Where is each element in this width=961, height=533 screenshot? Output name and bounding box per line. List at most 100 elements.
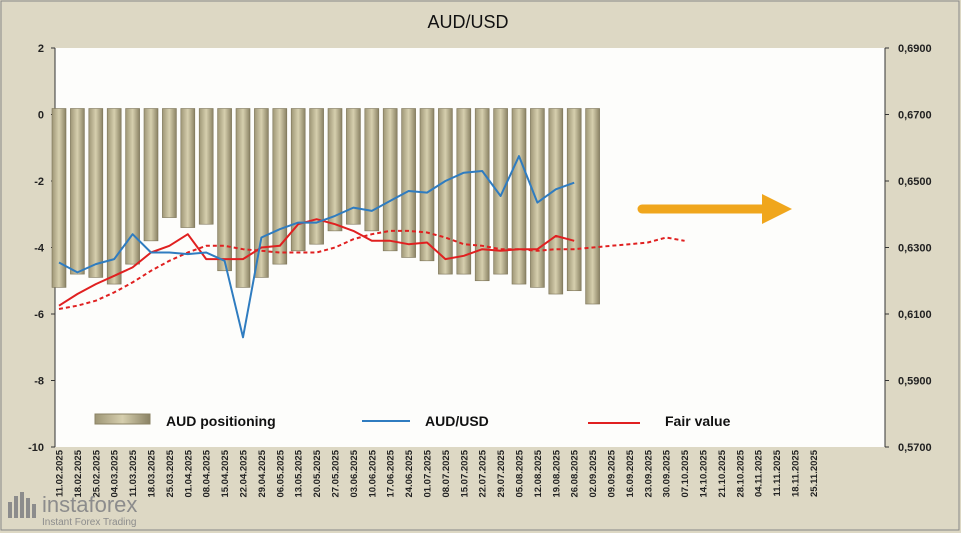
positioning-bar — [309, 108, 324, 245]
right-tick-label: 0,5700 — [898, 442, 932, 454]
fair-value-trend-line — [58, 229, 685, 310]
positioning-bar — [235, 108, 251, 288]
x-tick-label: 03.06.2025 — [349, 449, 360, 497]
legend-label-audusd: AUD/USD — [425, 413, 489, 429]
audusd-line — [58, 155, 575, 339]
left-tick-label: -4 — [34, 243, 45, 255]
positioning-bar — [346, 108, 361, 225]
right-tick-label: 0,5900 — [898, 376, 932, 388]
chart-title: AUD/USD — [427, 12, 508, 32]
positioning-bar — [143, 108, 159, 242]
x-tick-label: 25.11.2025 — [809, 449, 820, 497]
positioning-bar — [70, 108, 85, 275]
x-tick-label: 11.03.2025 — [128, 449, 139, 497]
positioning-bar — [493, 108, 508, 275]
x-tick-label: 06.05.2025 — [275, 449, 286, 497]
fair-value-line — [58, 218, 575, 307]
right-tick-label: 0,6500 — [898, 176, 932, 188]
right-tick-label: 0,6900 — [898, 43, 932, 55]
positioning-bar — [198, 108, 214, 225]
x-tick-label: 16.09.2025 — [625, 449, 636, 497]
x-tick-label: 20.05.2025 — [312, 449, 323, 497]
x-tick-label: 01.07.2025 — [423, 449, 434, 497]
x-tick-label: 29.07.2025 — [496, 449, 507, 497]
x-tick-label: 07.10.2025 — [680, 449, 691, 497]
positioning-bar — [419, 108, 435, 262]
x-tick-label: 18.03.2025 — [147, 449, 158, 497]
x-tick-label: 22.07.2025 — [478, 449, 489, 497]
x-tick-label: 21.10.2025 — [717, 449, 728, 497]
positioning-bar — [162, 108, 177, 218]
positioning-bar — [585, 108, 600, 305]
x-tick-label: 11.02.2025 — [55, 449, 66, 497]
x-tick-label: 01.04.2025 — [183, 449, 194, 497]
positioning-bar — [88, 108, 104, 278]
x-tick-label: 24.06.2025 — [404, 449, 415, 497]
left-tick-label: -2 — [34, 176, 44, 188]
x-tick-label: 18.02.2025 — [73, 449, 84, 497]
right-tick-label: 0,6300 — [898, 243, 932, 255]
positioning-bar — [548, 108, 564, 295]
positioning-bar — [51, 108, 67, 288]
instaforex-logo: instaforex Instant Forex Trading — [6, 488, 181, 528]
x-tick-label: 29.04.2025 — [257, 449, 268, 497]
x-tick-label: 11.11.2025 — [772, 449, 783, 496]
x-tick-label: 25.02.2025 — [91, 449, 102, 497]
x-tick-label: 12.08.2025 — [533, 449, 544, 497]
left-tick-label: 0 — [38, 110, 44, 122]
x-tick-label: 30.09.2025 — [662, 449, 673, 497]
x-tick-label: 10.06.2025 — [367, 449, 378, 497]
positioning-bar — [401, 108, 416, 258]
legend-label-positioning: AUD positioning — [166, 413, 276, 429]
x-tick-label: 25.03.2025 — [165, 449, 176, 497]
x-tick-label: 19.08.2025 — [551, 449, 562, 497]
x-tick-label: 22.04.2025 — [239, 449, 250, 497]
positioning-bar — [511, 108, 527, 285]
x-axis: 11.02.2025 18.02.2025 25.02.2025 04.03.2025… — [55, 449, 820, 497]
right-axis: 0,6900 0,6700 0,6500 0,6300 0,6100 0,5900 0,57… — [884, 43, 932, 454]
x-tick-label: 05.08.2025 — [515, 449, 526, 497]
legend-label-fairvalue: Fair value — [665, 413, 731, 429]
logo-mark-icon — [8, 492, 36, 518]
forecast-arrow — [637, 194, 792, 224]
positioning-bar — [474, 108, 490, 282]
positioning-bar — [272, 108, 288, 265]
positioning-bar — [438, 108, 453, 275]
x-tick-label: 13.05.2025 — [294, 449, 305, 497]
x-tick-label: 08.07.2025 — [441, 449, 452, 497]
positioning-bar — [364, 108, 380, 232]
x-tick-label: 09.09.2025 — [607, 449, 618, 497]
positioning-bar — [566, 108, 582, 292]
left-tick-label: 2 — [38, 43, 44, 55]
positioning-bars — [51, 108, 600, 305]
logo-brand: instaforex — [42, 492, 137, 517]
positioning-bar — [456, 108, 472, 275]
line-series — [58, 155, 685, 339]
x-tick-label: 14.10.2025 — [699, 449, 710, 497]
x-tick-label: 15.07.2025 — [459, 449, 470, 497]
right-tick-label: 0,6100 — [898, 309, 932, 321]
logo-tagline: Instant Forex Trading — [42, 517, 137, 528]
positioning-bar — [217, 108, 232, 272]
x-tick-label: 02.09.2025 — [588, 449, 599, 497]
legend: AUD positioning AUD/USD Fair value — [94, 413, 731, 429]
x-tick-label: 04.03.2025 — [110, 449, 121, 497]
x-tick-label: 28.10.2025 — [735, 449, 746, 497]
x-tick-label: 23.09.2025 — [643, 449, 654, 497]
positioning-bar — [125, 108, 140, 265]
right-tick-label: 0,6700 — [898, 110, 932, 122]
x-tick-label: 15.04.2025 — [220, 449, 231, 497]
legend-bar-swatch — [94, 413, 151, 425]
left-tick-label: -8 — [34, 376, 44, 388]
x-tick-label: 17.06.2025 — [386, 449, 397, 497]
positioning-bar — [382, 108, 398, 252]
x-tick-label: 26.08.2025 — [570, 449, 581, 497]
x-tick-label: 18.11.2025 — [791, 449, 802, 497]
positioning-bar — [327, 108, 343, 232]
positioning-bar — [106, 108, 122, 285]
x-tick-label: 04.11.2025 — [754, 449, 765, 497]
left-tick-label: -6 — [34, 309, 44, 321]
positioning-bar — [180, 108, 196, 228]
left-tick-label: -10 — [28, 442, 44, 454]
x-tick-label: 08.04.2025 — [202, 449, 213, 497]
